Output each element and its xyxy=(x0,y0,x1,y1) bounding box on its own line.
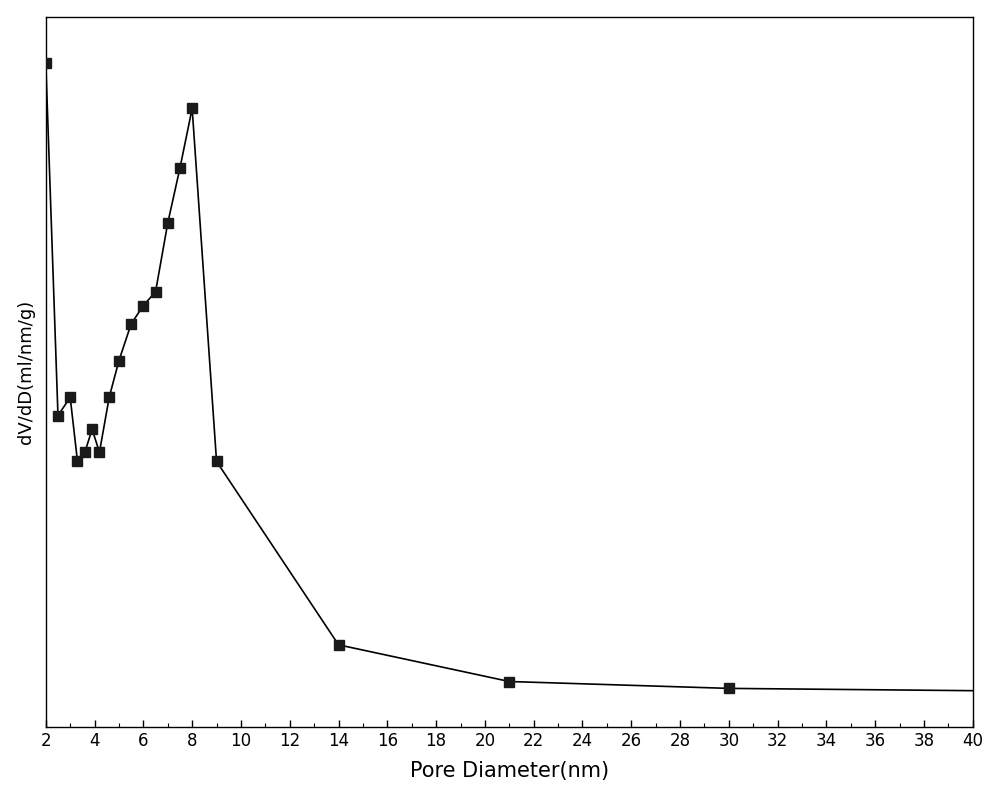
Y-axis label: dV/dD(ml/nm/g): dV/dD(ml/nm/g) xyxy=(17,300,35,444)
X-axis label: Pore Diameter(nm): Pore Diameter(nm) xyxy=(410,761,609,781)
